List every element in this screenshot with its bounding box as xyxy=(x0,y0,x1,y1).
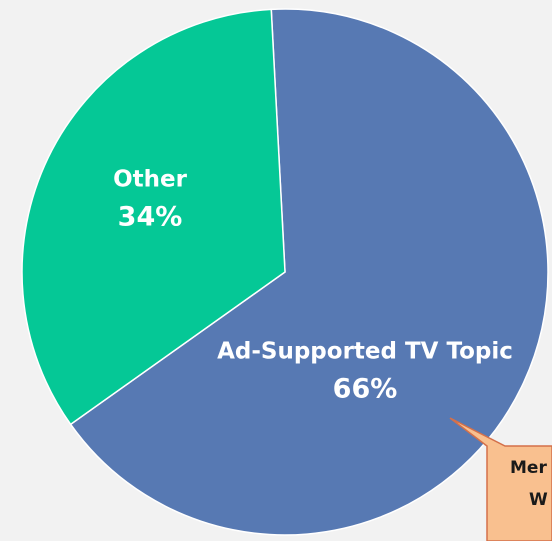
pie-slice xyxy=(21,8,286,426)
pie-slice xyxy=(69,8,549,536)
callout-text: Mer xyxy=(510,458,547,478)
labels: Ad-Supported TV Topic 66% Other 34% xyxy=(113,167,513,405)
slice-label: Other xyxy=(113,167,188,193)
slice-value-label: 34% xyxy=(118,202,183,233)
callout xyxy=(449,417,552,541)
slice-value-label: 66% xyxy=(333,374,398,405)
slice-label: Ad-Supported TV Topic xyxy=(217,339,513,365)
callout-text: W xyxy=(529,490,548,510)
pie xyxy=(21,8,549,536)
